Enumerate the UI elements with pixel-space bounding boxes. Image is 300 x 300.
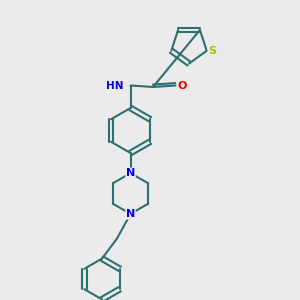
Text: S: S xyxy=(208,46,216,56)
Text: HN: HN xyxy=(106,80,124,91)
Text: O: O xyxy=(177,80,187,91)
Text: N: N xyxy=(126,209,135,219)
Text: N: N xyxy=(126,168,135,178)
